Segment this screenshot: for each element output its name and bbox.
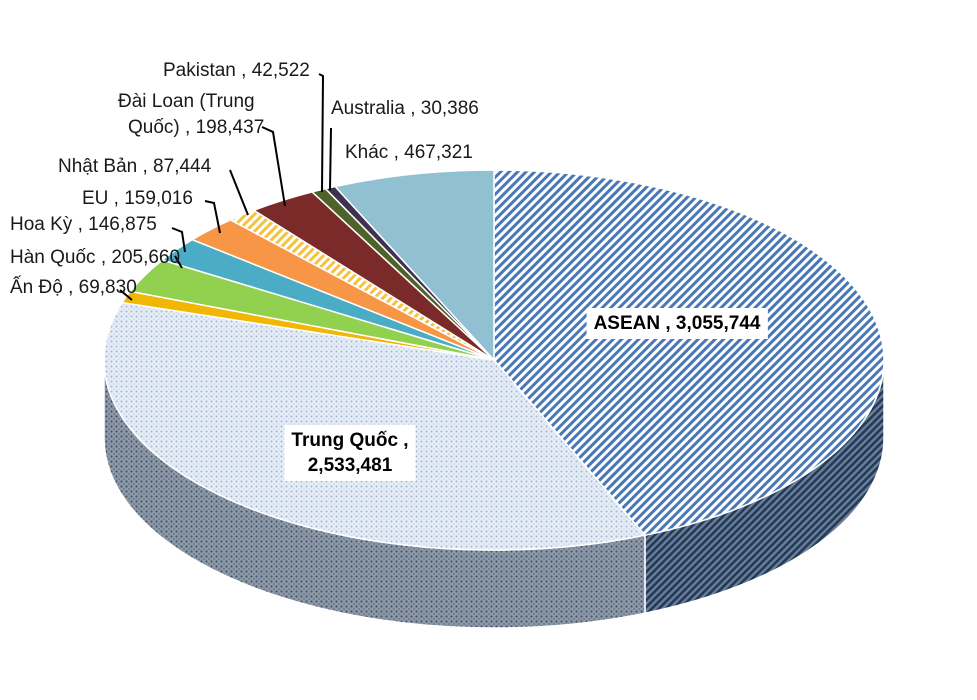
- leader-line-eu: [204, 200, 221, 234]
- slice-khac: [333, 169, 495, 362]
- data-label-an-do: Ấn Độ , 69,830: [10, 276, 137, 298]
- data-labels: ASEAN , 3,055,744 Trung Quốc , 2,533,481 Ấn…: [10, 60, 768, 481]
- data-label-text: ASEAN , 3,055,744: [594, 313, 761, 334]
- data-label-text: Đài Loan (Trung: [118, 91, 255, 112]
- data-label-asean: ASEAN , 3,055,744: [586, 308, 768, 339]
- data-label-box: [284, 425, 416, 481]
- leader-line-hoa-ky: [171, 227, 186, 253]
- data-label-text: Khác , 467,321: [345, 142, 473, 163]
- data-label-box: [586, 308, 768, 339]
- leader-line-han-quoc: [174, 255, 183, 269]
- data-label-text: Nhật Bản , 87,444: [58, 156, 212, 177]
- data-label-text: Ấn Độ , 69,830: [10, 276, 137, 298]
- slice-asean: [493, 169, 885, 537]
- data-label-trung-quoc: Trung Quốc , 2,533,481: [284, 425, 416, 481]
- pie-tops: [103, 169, 885, 551]
- leader-lines: [119, 73, 332, 301]
- data-label-text: Trung Quốc ,: [291, 430, 408, 451]
- data-label-australia: Australia , 30,386: [331, 98, 479, 119]
- data-label-text: Hoa Kỳ , 146,875: [10, 214, 157, 235]
- leader-line-australia: [329, 127, 332, 191]
- data-label-text: Australia , 30,386: [331, 98, 479, 119]
- data-label-khac: Khác , 467,321: [345, 142, 473, 163]
- data-label-nhat-ban: Nhật Bản , 87,444: [58, 156, 212, 177]
- data-label-hoa-ky: Hoa Kỳ , 146,875: [10, 214, 157, 235]
- leader-line-an-do: [119, 289, 133, 301]
- data-label-eu: EU , 159,016: [82, 188, 193, 209]
- data-label-value: Quốc) , 198,437: [128, 117, 264, 138]
- data-label-text: Pakistan , 42,522: [163, 60, 310, 81]
- data-label-han-quoc: Hàn Quốc , 205,660: [10, 247, 180, 268]
- data-label-value: 2,533,481: [308, 455, 393, 476]
- data-label-text: EU , 159,016: [82, 188, 193, 209]
- data-label-dai-loan-trung-quoc: Đài Loan (Trung Quốc) , 198,437: [118, 91, 264, 138]
- data-label-text: Hàn Quốc , 205,660: [10, 247, 180, 268]
- data-label-pakistan: Pakistan , 42,522: [163, 60, 310, 81]
- leader-line-dai-loan-trung-quoc: [261, 126, 286, 207]
- leader-line-pakistan: [318, 73, 325, 193]
- leader-line-nhat-ban: [229, 169, 249, 216]
